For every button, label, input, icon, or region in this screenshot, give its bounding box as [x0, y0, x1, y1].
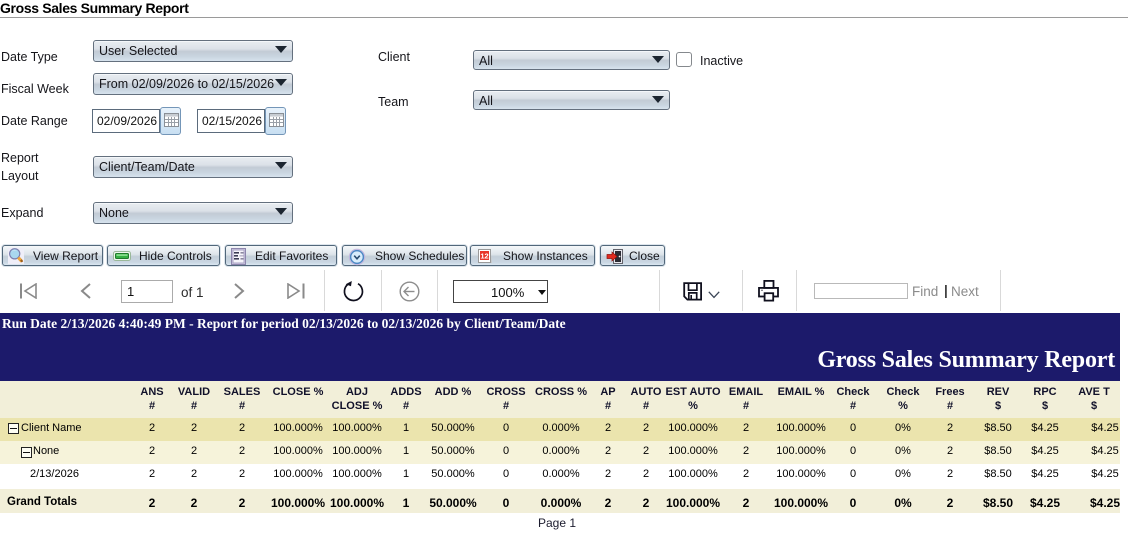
svg-text:12: 12 — [480, 251, 488, 260]
